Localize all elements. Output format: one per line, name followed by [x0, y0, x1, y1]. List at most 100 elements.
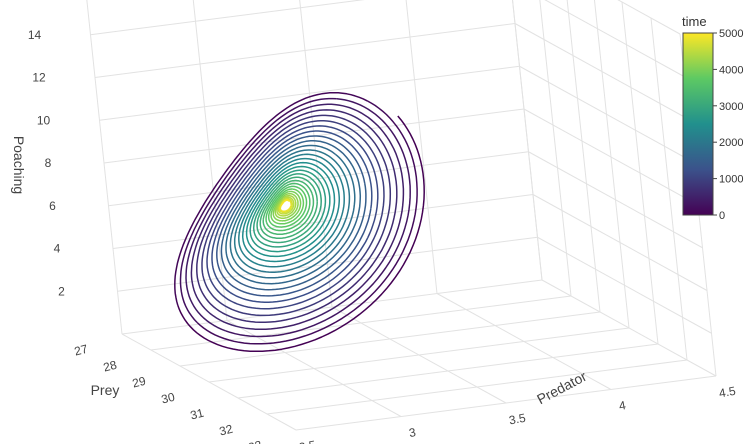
side-wall-gridline	[99, 65, 520, 121]
side-wall-gridline	[86, 0, 123, 335]
side-wall-gridline	[405, 0, 438, 294]
trajectory-segment	[247, 150, 351, 273]
trajectory-segment	[272, 194, 286, 222]
z-axis-title: Poaching	[11, 136, 27, 194]
back-wall-gridline	[523, 108, 699, 206]
trajectory-segment	[177, 115, 425, 353]
trajectory-segment	[270, 187, 308, 228]
trajectory-segment	[273, 165, 331, 240]
axis-ticks: 246810121416272829303132332.533.544.5	[28, 28, 737, 444]
back-wall-gridline	[537, 236, 712, 334]
trajectory-segment	[225, 144, 336, 252]
colorbar-tick-label: 1000	[719, 174, 743, 186]
trajectory-segment	[229, 149, 319, 262]
colorbar-tick-label: 2000	[719, 137, 743, 149]
back-wall-gridline	[566, 0, 601, 313]
trajectory-segment	[185, 106, 310, 332]
trajectory-segment	[196, 142, 297, 324]
floor-gridline	[436, 293, 612, 390]
trajectory-segment	[262, 193, 315, 236]
trajectory-segment	[281, 190, 302, 222]
trajectory-segment	[179, 97, 337, 324]
trajectory-segment	[274, 197, 287, 219]
colorbar-tick-label: 5000	[719, 28, 743, 40]
back-wall-gridline	[512, 0, 543, 281]
y-tick-label: 4.5	[718, 384, 737, 401]
floor-gridline	[541, 279, 717, 377]
back-wall-gridline	[617, 0, 681, 35]
trajectory-segment	[260, 103, 405, 331]
floor-gridline	[121, 333, 297, 431]
z-tick-label: 12	[32, 71, 46, 85]
colorbar-legend: time 5000 4000 3000 2000 1000 0	[682, 14, 743, 222]
x-tick-label: 31	[189, 406, 206, 423]
trajectory-segment	[265, 188, 311, 232]
y-tick-label: 4	[618, 398, 627, 413]
trajectory-segment	[230, 130, 373, 209]
trajectory-segment	[280, 161, 336, 253]
z-tick-label: 4	[54, 242, 61, 256]
back-wall-gridline	[519, 65, 694, 163]
trajectory-segment	[224, 135, 366, 223]
trajectory-segment	[262, 182, 306, 220]
back-wall-gridline	[532, 194, 708, 291]
colorbar-tick-label: 4000	[719, 64, 743, 76]
trajectory-segment	[282, 194, 297, 215]
side-wall-gridline	[90, 0, 365, 36]
colorbar	[682, 32, 714, 216]
trajectory-segment	[222, 140, 353, 239]
back-wall-gridline	[514, 23, 690, 120]
trajectory-segment	[261, 176, 318, 209]
trajectory-segment	[281, 157, 341, 262]
trajectory-segment	[252, 200, 318, 248]
colorbar-ticks: 5000 4000 3000 2000 1000 0	[713, 28, 743, 222]
trajectory-segment	[267, 114, 392, 297]
trajectory-segment	[190, 122, 287, 331]
trajectory-segment	[220, 182, 367, 291]
trajectory-segment	[267, 169, 327, 226]
side-wall-gridline	[117, 236, 538, 292]
trajectory-segment	[174, 91, 368, 306]
trajectory-segment	[216, 208, 372, 297]
y-tick-label: 3.5	[508, 411, 527, 428]
trajectory-segment	[211, 204, 369, 303]
trajectory-segment	[225, 98, 411, 338]
trajectory-segment	[206, 184, 355, 310]
trajectory-segment	[245, 181, 299, 258]
side-wall-gridline	[512, 0, 543, 281]
colorbar-title: time	[682, 14, 707, 29]
trajectory-segment	[259, 201, 318, 240]
trajectory-segment	[256, 208, 321, 244]
trajectory-segment	[249, 191, 311, 253]
z-tick-label: 10	[37, 113, 51, 127]
trajectory-segment	[279, 204, 292, 213]
z-tick-label: 8	[45, 156, 52, 170]
x-tick-label: 28	[102, 358, 119, 375]
trajectory-segment	[252, 119, 385, 269]
y-tick-label: 3	[408, 425, 417, 440]
back-wall-gridline	[528, 151, 703, 249]
trajectory-segment	[281, 196, 295, 212]
side-wall-gridline	[112, 194, 534, 249]
side-wall-gridline	[94, 23, 516, 78]
trajectory-segment	[270, 191, 289, 224]
colorbar-tick-label: 3000	[719, 101, 743, 113]
z-tick-label: 14	[28, 28, 42, 42]
y-tick-label: 2.5	[298, 438, 317, 444]
x-tick-label: 29	[131, 374, 148, 391]
trajectory-segment	[267, 188, 293, 225]
trajectory-segment	[238, 161, 292, 267]
trajectory-segment	[277, 202, 292, 215]
trajectory-segment	[276, 200, 290, 217]
x-tick-label: 30	[160, 390, 177, 407]
z-tick-label: 2	[58, 284, 65, 298]
trajectory-segment	[264, 153, 345, 268]
trajectory-curve	[174, 91, 425, 353]
trajectory-segment	[233, 153, 304, 267]
trajectory-segment	[234, 153, 356, 279]
trajectory-segment	[241, 171, 283, 263]
trajectory-segment	[286, 109, 398, 319]
trajectory-segment	[196, 100, 418, 345]
y-axis-title: Predator	[534, 368, 589, 407]
